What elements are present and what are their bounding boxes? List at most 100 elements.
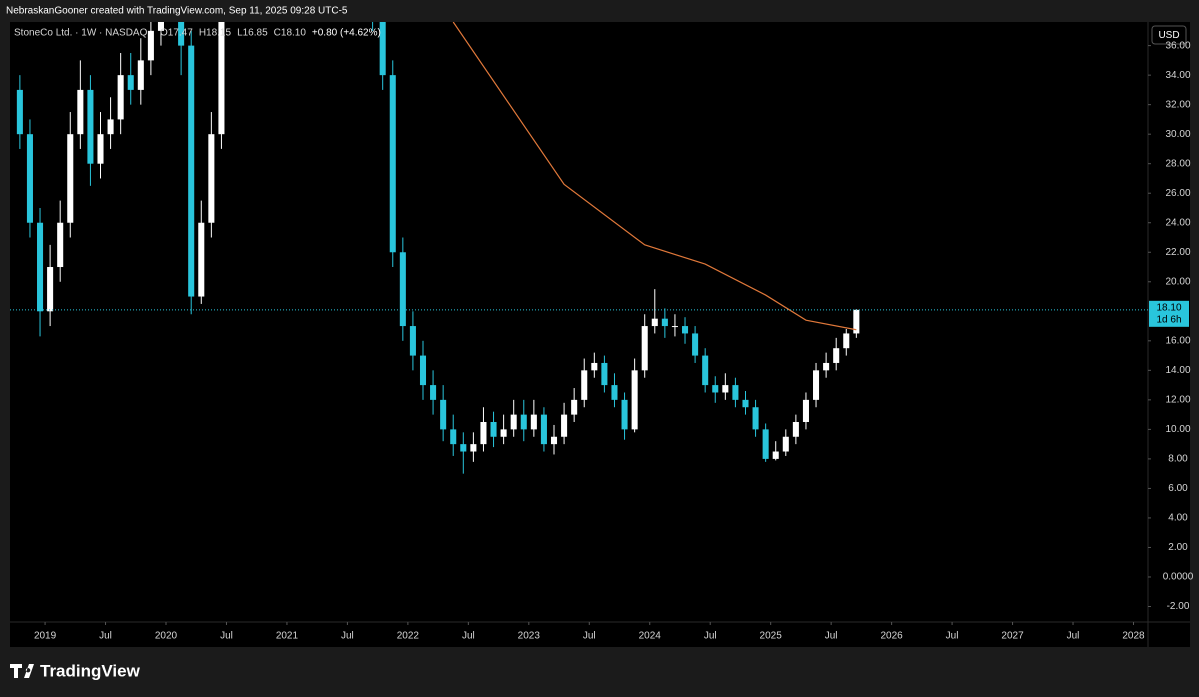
x-tick-label: Jul [704,631,717,642]
candle-body [581,370,588,400]
candle-body [601,362,608,386]
candle-body [681,326,689,334]
candle-body [641,326,648,371]
candle-body [490,422,497,437]
x-tick-label: 2026 [880,631,903,642]
x-tick-label: 2028 [1122,631,1145,642]
candle-body [792,422,799,437]
logo-text: TradingView [40,661,141,680]
x-tick-label: 2019 [34,631,57,642]
logo-icon [10,664,34,678]
y-tick-label: 12.00 [1165,395,1190,406]
candle-body [611,385,618,400]
currency-box[interactable] [1151,25,1187,45]
candle-body [520,414,527,430]
candle-body [419,355,427,386]
x-tick-label: Jul [583,631,596,642]
candle-body [621,399,628,430]
candle-body [591,362,598,371]
x-tick-label: Jul [99,631,112,642]
ohlc-value: H18.15 [199,28,232,39]
candle-body [802,399,809,422]
y-tick-label: 36.00 [1165,40,1190,51]
candle-body [399,252,406,327]
x-tick-label: Jul [341,631,354,642]
candle-body [430,385,437,400]
logo: TradingView [10,661,141,680]
moving-average [452,22,857,331]
candle-body [57,222,64,268]
price-tag [1149,300,1189,327]
candle-body [732,385,739,400]
ohlc-value: O17.47 [160,28,193,39]
candle-body [379,22,386,76]
candle-body [97,134,104,164]
x-tick-label: 2021 [276,631,299,642]
x-tick-label: Jul [946,631,959,642]
ohlc-legend: O17.47 H18.15 L16.85 C18.10 +0.80 (+4.62%) [160,28,381,39]
currency[interactable]: USD [1158,30,1179,41]
candle-body [561,414,568,437]
candle-body [26,134,33,223]
x-tick-label: 2023 [518,631,541,642]
y-tick-label: 6.00 [1168,483,1188,494]
x-tick-label: Jul [220,631,233,642]
y-tick-label: 24.00 [1165,217,1190,228]
candle-body [550,436,558,445]
candle-body [742,399,749,408]
candle-body [440,399,447,430]
y-tick-label: 14.00 [1165,365,1190,376]
price-tag-countdown: 1d 6h [1156,314,1181,325]
y-tick-label: 2.00 [1168,542,1188,553]
candle-body [843,333,850,349]
plot-background [10,22,1190,647]
y-tick-label: -2.00 [1167,601,1190,612]
candle-body [198,222,205,297]
y-tick-label: 4.00 [1168,513,1188,524]
candle-body [530,414,537,430]
y-tick-label: 28.00 [1165,158,1190,169]
candle-body [712,385,719,393]
ohlc-value: +0.80 (+4.62%) [312,28,381,39]
candle-body [87,89,94,164]
ohlc-value: L16.85 [237,28,268,39]
candle-body [107,119,114,135]
candle-body [77,89,84,135]
candle-body [147,30,154,61]
y-tick-label: 16.00 [1165,335,1190,346]
candle-body [692,333,699,356]
candle-body [178,22,185,46]
candle-body [853,309,860,334]
candle-body [762,429,769,459]
candle-body [702,355,709,386]
candle-body [460,444,467,452]
candle-body [16,89,23,135]
candle-body [480,422,487,445]
candle-body [833,348,840,363]
price-tag-value: 18.10 [1156,302,1181,313]
candle-body [722,385,729,393]
y-tick-label: 8.00 [1168,454,1188,465]
y-tick-label: 26.00 [1165,188,1190,199]
candle-body [137,60,144,90]
candle-body [772,451,779,459]
x-tick-label: 2025 [760,631,783,642]
candle-body [500,429,507,437]
header-text: NebraskanGooner created with TradingView… [6,6,348,17]
candle-body [752,407,759,430]
x-tick-label: 2024 [639,631,662,642]
x-tick-label: Jul [1067,631,1080,642]
y-tick-label: 34.00 [1165,70,1190,81]
y-tick-label: 10.00 [1165,424,1190,435]
x-tick-label: Jul [825,631,838,642]
candle-body [782,436,789,452]
candle-body [127,75,134,90]
candle-body [631,370,638,430]
candle-body [218,22,225,135]
candle-body [47,267,54,312]
x-tick-label: Jul [462,631,475,642]
candle-body [208,134,215,223]
axes: 36.00 34.00 32.00 30.00 28.00 26.00 24.00 22.00… [34,40,1194,641]
